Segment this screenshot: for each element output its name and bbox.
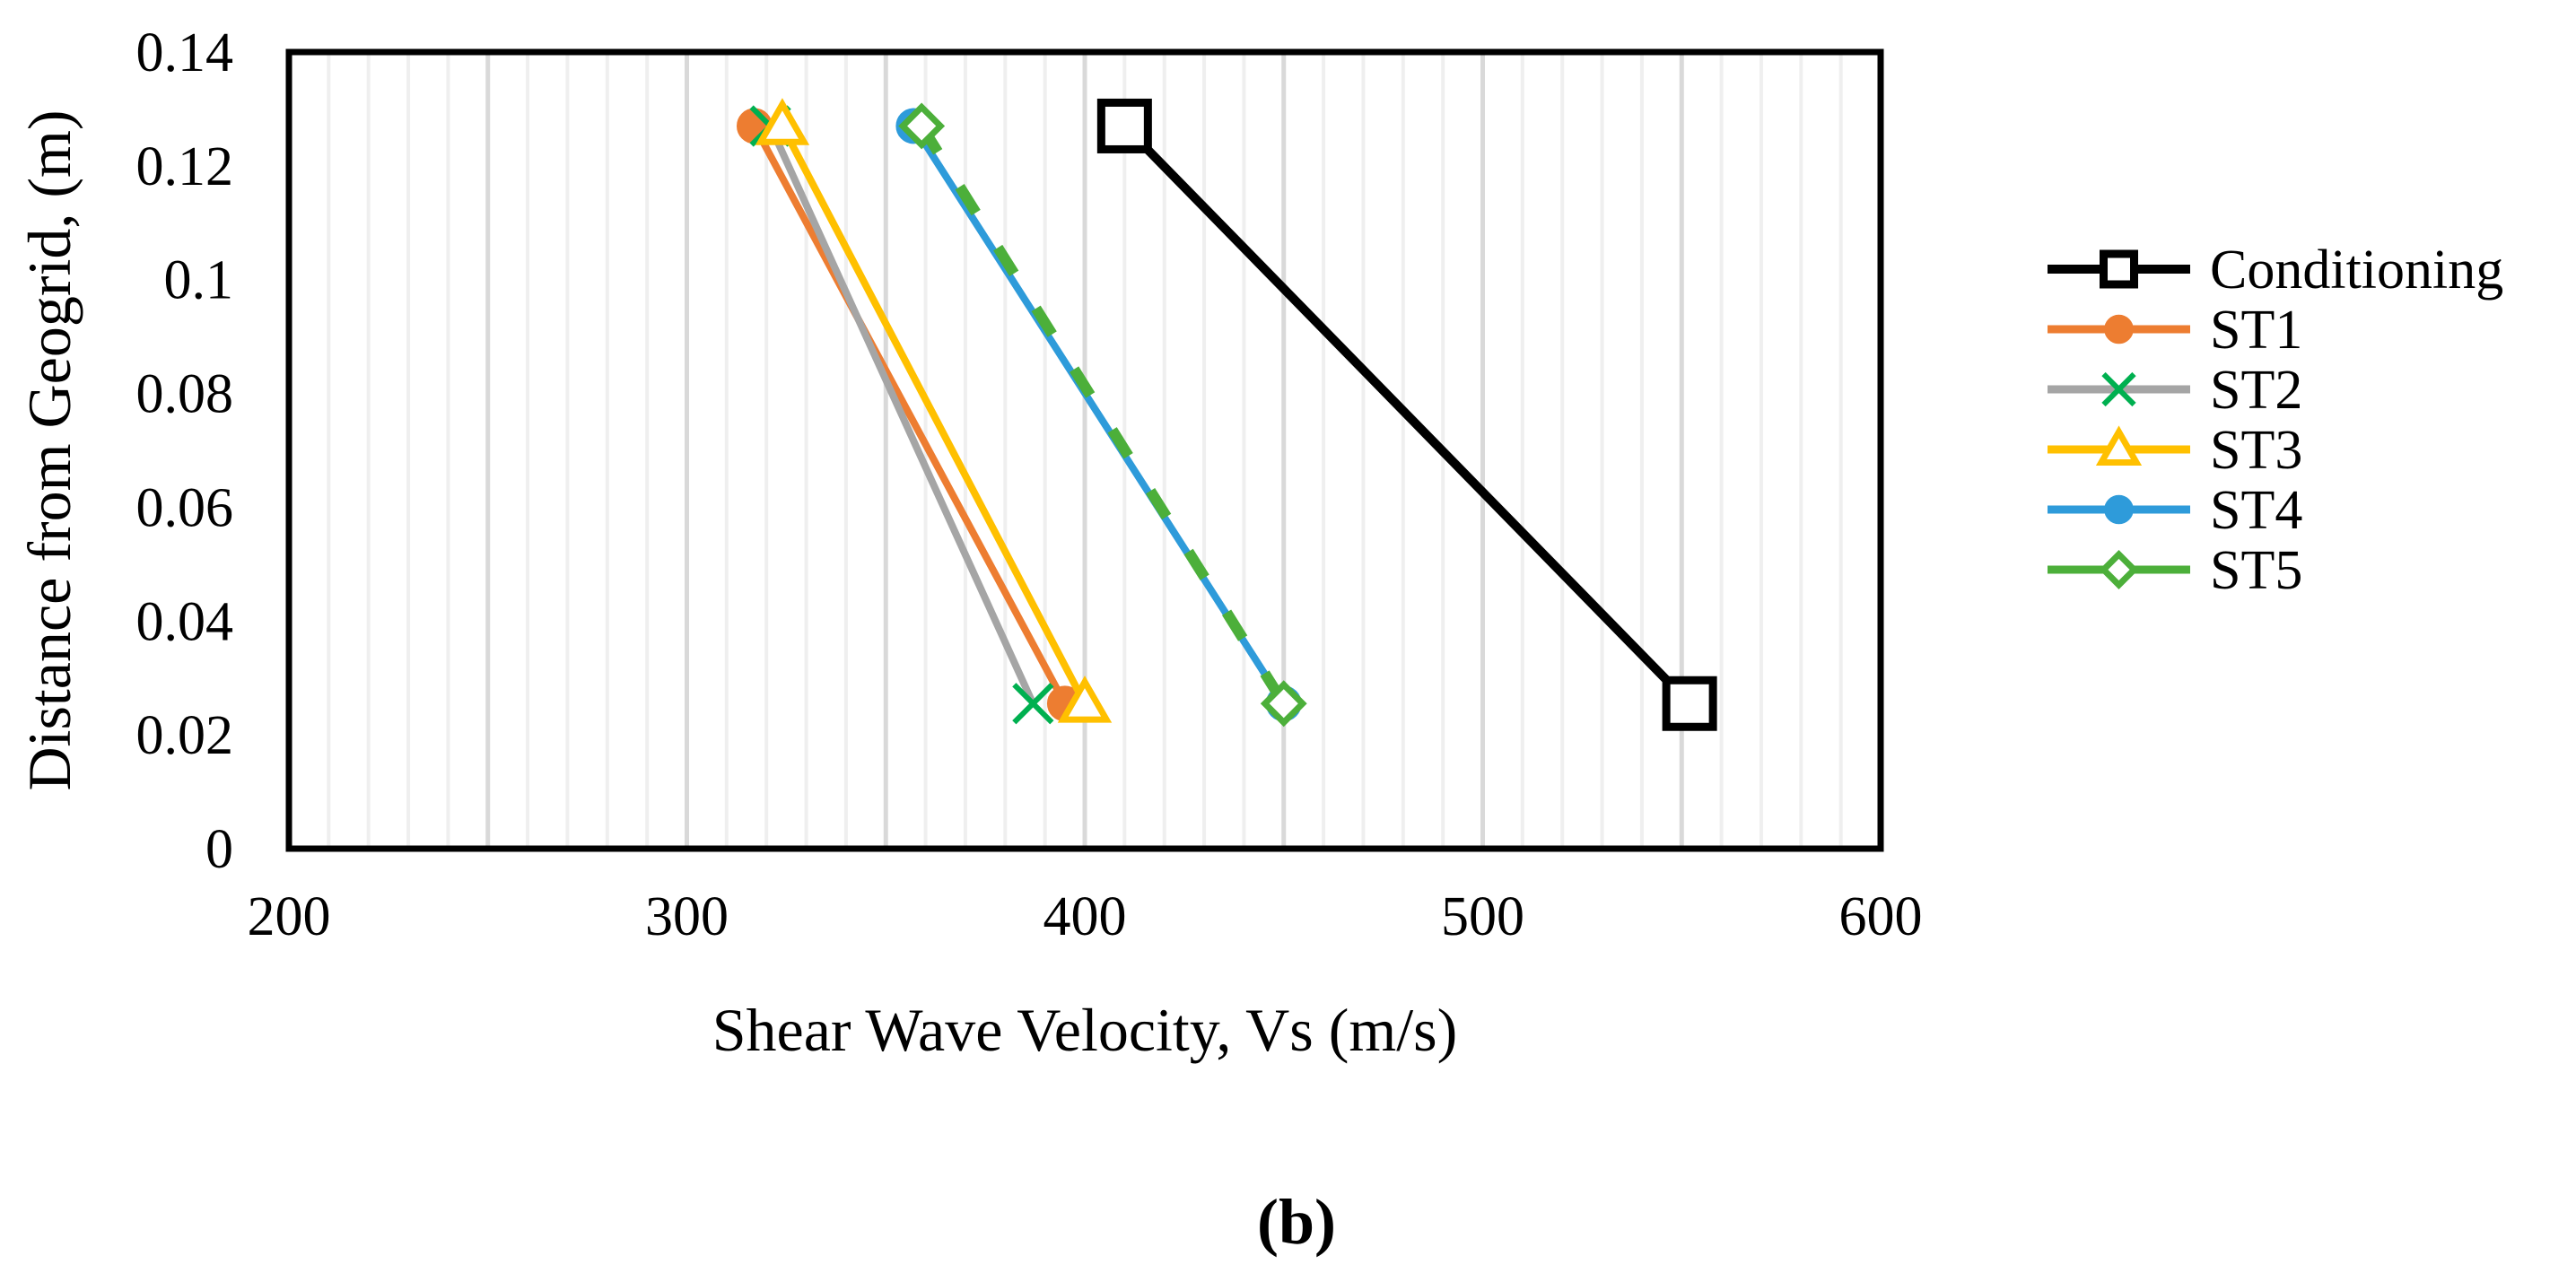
series-line-conditioning	[1121, 122, 1693, 707]
legend-item-st3: ST3	[2048, 420, 2302, 481]
data-point-conditioning	[1096, 98, 1152, 153]
legend-label: ST3	[2210, 420, 2302, 481]
data-point-st3	[755, 98, 810, 145]
legend-item-st2: ST2	[2048, 360, 2302, 421]
data-point-st3	[1057, 676, 1113, 723]
y-tick-label: 0.04	[136, 591, 234, 652]
y-axis-title: Distance from Geogrid, (m)	[15, 109, 83, 790]
legend-marker-st4	[2104, 494, 2134, 525]
data-point-st2	[1012, 683, 1054, 725]
x-tick-label: 400	[1043, 886, 1127, 947]
y-tick-label: 0.1	[164, 250, 234, 311]
x-tick-label: 300	[645, 886, 729, 947]
legend-label: ST5	[2210, 540, 2302, 601]
series-line-st3	[779, 124, 1088, 706]
data-point-conditioning	[1662, 676, 1717, 731]
x-marker-stroke	[1012, 683, 1054, 725]
legend-marker-st5	[2099, 550, 2139, 589]
grid-lines	[327, 52, 1843, 849]
series-conditioning	[1096, 98, 1717, 731]
legend-label: ST4	[2210, 480, 2302, 541]
x-axis-title: Shear Wave Velocity, Vs (m/s)	[712, 996, 1458, 1064]
y-tick-label: 0.12	[136, 136, 234, 197]
figure-caption: (b)	[1257, 1186, 1336, 1258]
series-line-st4	[910, 124, 1288, 706]
x-axis-ticks: 200 300 400 500 600	[248, 886, 1923, 947]
legend-item-st4: ST4	[2048, 480, 2302, 541]
plot-area-frame	[285, 48, 1884, 852]
x-tick-label: 600	[1839, 886, 1923, 947]
y-tick-label: 0	[205, 819, 233, 880]
legend-label: ST1	[2210, 300, 2302, 361]
y-tick-label: 0.14	[136, 22, 234, 83]
y-tick-label: 0.06	[136, 477, 234, 538]
legend-marker-st3	[2095, 425, 2143, 466]
data-point-st5	[898, 102, 946, 150]
series-line-st2	[766, 124, 1036, 705]
x-tick-label: 500	[1441, 886, 1524, 947]
legend-label: Conditioning	[2210, 240, 2503, 301]
x-marker-stroke	[2101, 371, 2136, 407]
series-st5	[898, 102, 1307, 728]
legend-item-conditioning: Conditioning	[2048, 240, 2503, 301]
x-tick-label: 200	[248, 886, 331, 947]
series-st3	[755, 98, 1113, 723]
data-point-st5	[1260, 680, 1307, 728]
legend-item-st5: ST5	[2048, 540, 2302, 601]
series-line-st1	[751, 124, 1069, 706]
y-tick-label: 0.02	[136, 705, 234, 766]
y-tick-label: 0.08	[136, 364, 234, 425]
series-layer	[736, 98, 1717, 731]
legend-item-st1: ST1	[2048, 300, 2302, 361]
y-axis-ticks: 0 0.02 0.04 0.06 0.08 0.1 0.12 0.14	[136, 22, 234, 880]
legend-label: ST2	[2210, 360, 2302, 421]
legend-marker-st1	[2104, 314, 2134, 344]
legend-marker-conditioning	[2100, 249, 2138, 289]
legend-marker-st2	[2101, 371, 2136, 407]
